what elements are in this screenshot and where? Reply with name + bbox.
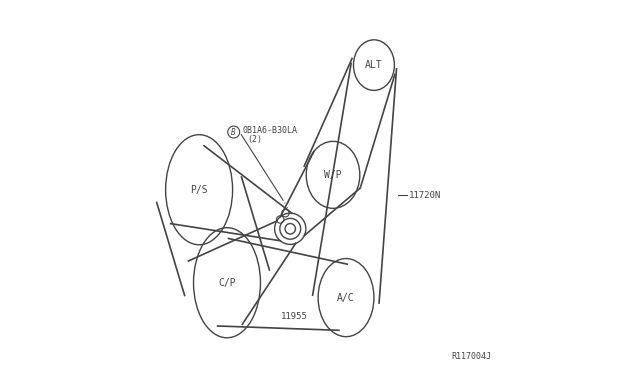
Text: (2): (2) — [248, 135, 262, 144]
Text: ALT: ALT — [365, 60, 383, 70]
Text: 11955: 11955 — [280, 312, 307, 321]
Text: W/P: W/P — [324, 170, 342, 180]
Text: P/S: P/S — [190, 185, 208, 195]
Text: B: B — [232, 128, 236, 137]
Text: R117004J: R117004J — [451, 352, 491, 361]
Text: 0B1A6-B30LA: 0B1A6-B30LA — [243, 126, 298, 135]
Text: C/P: C/P — [218, 278, 236, 288]
Text: 11720N: 11720N — [410, 191, 442, 200]
Text: A/C: A/C — [337, 293, 355, 302]
